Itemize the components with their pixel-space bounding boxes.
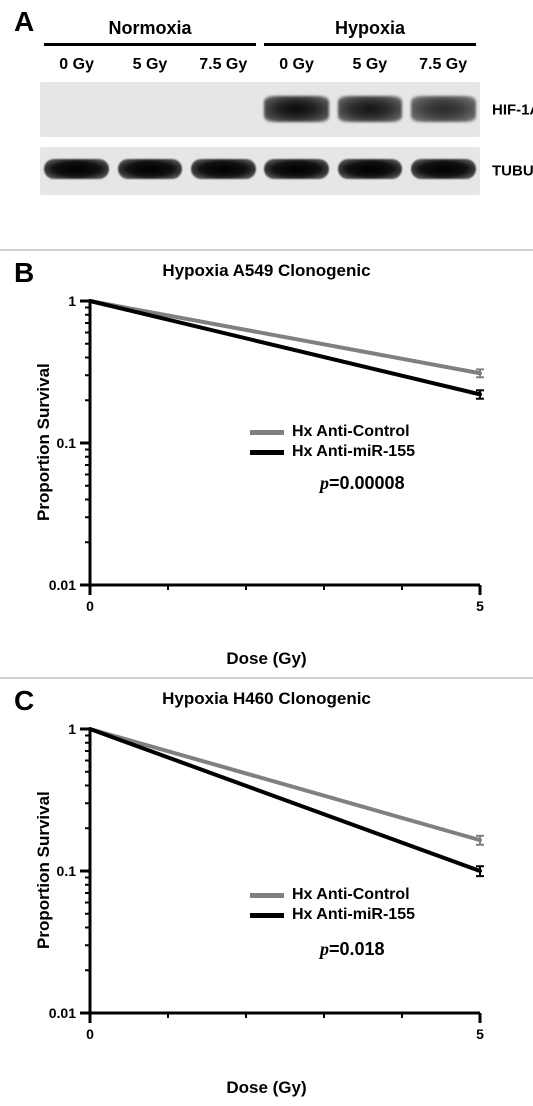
panel-b-legend: Hx Anti-Control Hx Anti-miR-155 [250, 421, 415, 463]
condition-bar [44, 43, 255, 46]
svg-text:1: 1 [68, 721, 76, 737]
panel-b-pvalue: p=0.00008 [320, 473, 405, 494]
band-hif [411, 96, 476, 122]
band-tubulin [264, 159, 329, 179]
panel-c-xlabel: Dose (Gy) [0, 1078, 533, 1098]
panel-b: B Hypoxia A549 Clonogenic Proportion Sur… [0, 250, 533, 678]
svg-text:5: 5 [476, 1026, 484, 1042]
legend-label: Hx Anti-Control [292, 423, 410, 441]
band-hif [338, 96, 403, 122]
p-char: p [320, 473, 329, 493]
legend-label: Hx Anti-miR-155 [292, 443, 415, 461]
p-rest: =0.00008 [329, 473, 405, 493]
condition-bar [264, 43, 475, 46]
panel-a: A Normoxia Hypoxia 0 Gy 5 Gy 7.5 Gy 0 Gy… [0, 0, 533, 250]
condition-hypoxia: Hypoxia [260, 18, 480, 39]
gel-lane [333, 147, 406, 195]
panel-c-svg: 0.010.1105 [86, 723, 486, 1043]
gel-lane [40, 147, 113, 195]
gel-lane [187, 82, 260, 137]
gel-lane [407, 82, 480, 137]
blot-area: Normoxia Hypoxia 0 Gy 5 Gy 7.5 Gy 0 Gy 5… [40, 18, 480, 195]
legend-swatch [250, 913, 284, 918]
panel-c-plot: 0.010.1105 [86, 723, 486, 1043]
panel-b-title: Hypoxia A549 Clonogenic [0, 261, 533, 281]
condition-bars [40, 39, 480, 50]
dose-label: 5 Gy [113, 56, 186, 74]
legend-row: Hx Anti-Control [250, 423, 415, 441]
panel-b-xlabel: Dose (Gy) [0, 649, 533, 669]
dose-label: 0 Gy [260, 56, 333, 74]
dose-label: 7.5 Gy [187, 56, 260, 74]
gel-lane [40, 82, 113, 137]
gel-lane [333, 82, 406, 137]
panel-c-pvalue: p=0.018 [320, 939, 385, 960]
gel-lane [260, 82, 333, 137]
gel-lane [113, 147, 186, 195]
gel-label-hif: HIF-1A [492, 101, 533, 118]
svg-text:0: 0 [86, 1026, 94, 1042]
legend-row: Hx Anti-miR-155 [250, 443, 415, 461]
legend-label: Hx Anti-Control [292, 886, 410, 904]
condition-labels: Normoxia Hypoxia [40, 18, 480, 39]
svg-text:0: 0 [86, 598, 94, 614]
gel-lane [407, 147, 480, 195]
svg-text:1: 1 [68, 293, 76, 309]
band-tubulin [44, 159, 109, 179]
panel-c-legend: Hx Anti-Control Hx Anti-miR-155 [250, 884, 415, 926]
legend-swatch [250, 450, 284, 455]
panel-c-ylabel: Proportion Survival [34, 791, 54, 949]
gel-lane [260, 147, 333, 195]
gel-lane [113, 82, 186, 137]
band-hif [264, 96, 329, 122]
dose-label: 0 Gy [40, 56, 113, 74]
gel-row-hif: HIF-1A [40, 82, 480, 137]
band-tubulin [338, 159, 403, 179]
band-tubulin [118, 159, 183, 179]
panel-a-label: A [14, 6, 34, 38]
p-rest: =0.018 [329, 939, 385, 959]
gel-row-tubulin: TUBULIN [40, 147, 480, 195]
dose-labels: 0 Gy 5 Gy 7.5 Gy 0 Gy 5 Gy 7.5 Gy [40, 56, 480, 74]
svg-text:5: 5 [476, 598, 484, 614]
gel-label-tubulin: TUBULIN [492, 163, 533, 180]
svg-text:0.01: 0.01 [49, 577, 76, 593]
legend-swatch [250, 893, 284, 898]
dose-label: 7.5 Gy [406, 56, 479, 74]
condition-normoxia: Normoxia [40, 18, 260, 39]
legend-swatch [250, 430, 284, 435]
figure: A Normoxia Hypoxia 0 Gy 5 Gy 7.5 Gy 0 Gy… [0, 0, 533, 1106]
gel-lane [187, 147, 260, 195]
panel-b-ylabel: Proportion Survival [34, 363, 54, 521]
legend-row: Hx Anti-Control [250, 886, 415, 904]
panel-c-title: Hypoxia H460 Clonogenic [0, 689, 533, 709]
svg-text:0.1: 0.1 [57, 863, 77, 879]
dose-label: 5 Gy [333, 56, 406, 74]
svg-text:0.01: 0.01 [49, 1005, 76, 1021]
svg-text:0.1: 0.1 [57, 435, 77, 451]
band-tubulin [191, 159, 256, 179]
p-char: p [320, 939, 329, 959]
band-tubulin [411, 159, 476, 179]
legend-row: Hx Anti-miR-155 [250, 906, 415, 924]
legend-label: Hx Anti-miR-155 [292, 906, 415, 924]
panel-c: C Hypoxia H460 Clonogenic Proportion Sur… [0, 678, 533, 1106]
